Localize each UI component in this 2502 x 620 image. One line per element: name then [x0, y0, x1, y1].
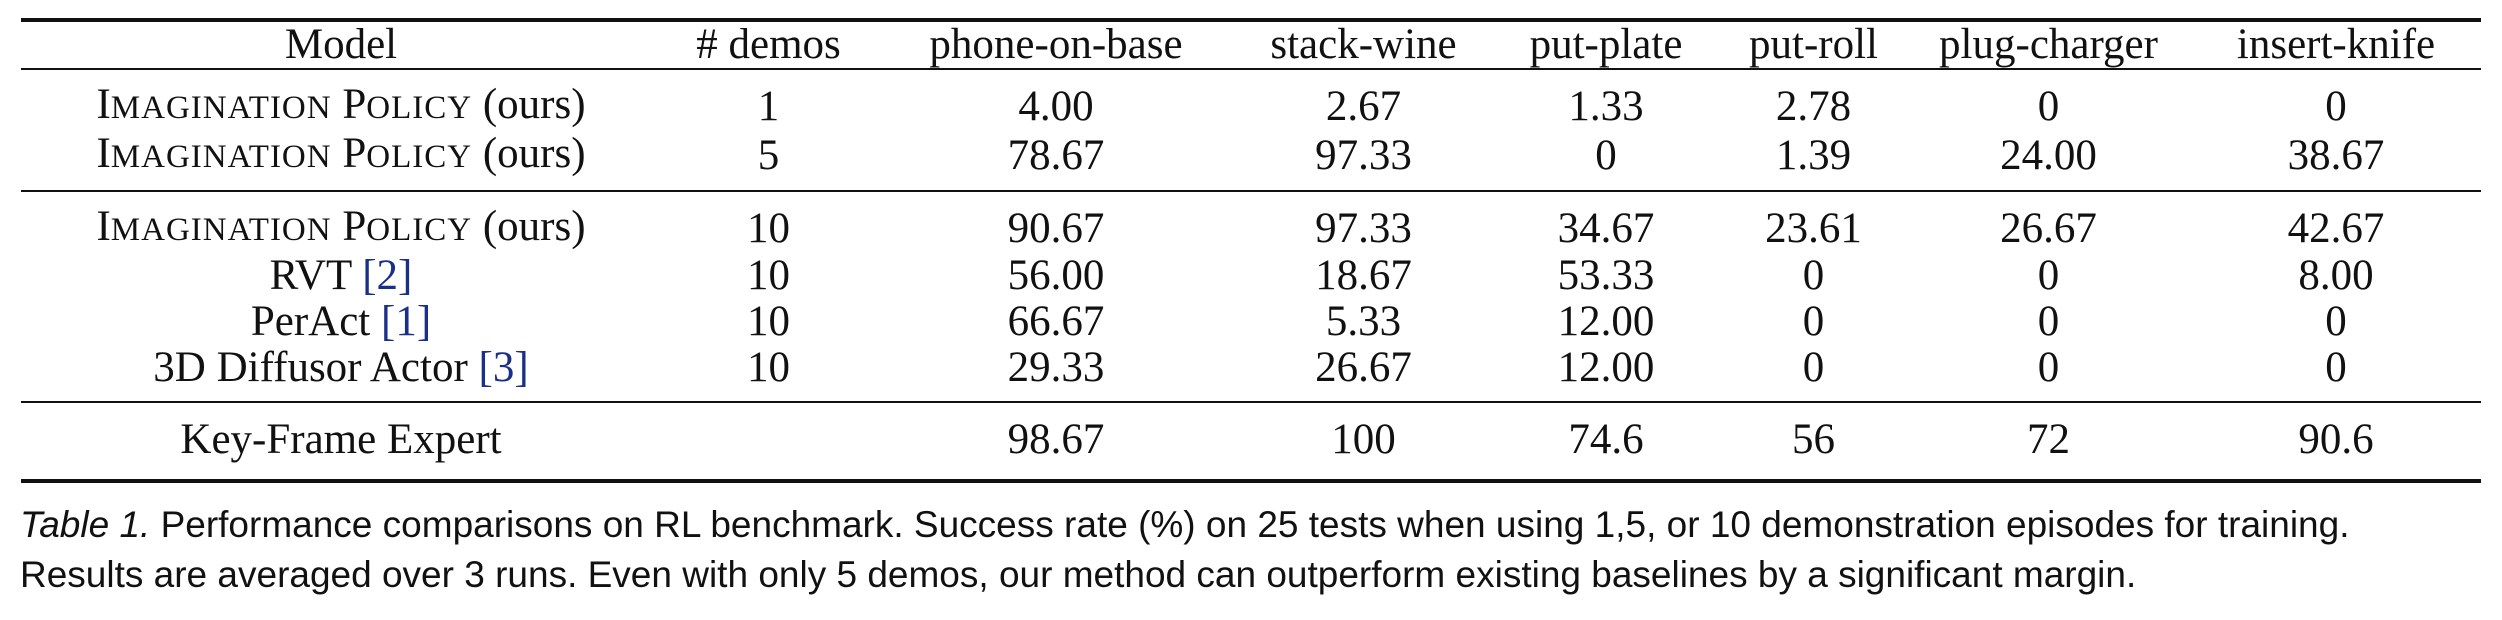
- value-cell: 0: [2037, 298, 2060, 345]
- header-put-plate: put-plate: [1491, 18, 1721, 69]
- table-row: 3D Diffusor Actor [3] 10 29.33 26.67 12.…: [21, 345, 2481, 402]
- value-cell: 98.67: [876, 401, 1236, 483]
- header-put-roll: put-roll: [1721, 18, 1906, 69]
- model-cell: 3D Diffusor Actor [3]: [153, 344, 529, 391]
- demos-cell: 1: [661, 68, 876, 131]
- value-cell: 8.00: [2298, 252, 2374, 299]
- header-model: Model: [21, 18, 661, 69]
- value-cell-best: 42.67: [2191, 190, 2481, 253]
- value-cell: 5.33: [1325, 298, 1402, 345]
- caption-label: Table 1.: [20, 504, 151, 545]
- value-cell: 12.00: [1557, 344, 1655, 391]
- demos-cell: 5: [757, 131, 780, 179]
- value-cell: 18.67: [1315, 252, 1412, 299]
- table-row: PerAct [1] 10 66.67 5.33 12.00 0 0 0: [21, 299, 2481, 345]
- value-cell: 24.00: [2000, 131, 2097, 179]
- value-cell: 0: [1802, 344, 1825, 391]
- value-cell-best: 23.61: [1721, 190, 1906, 253]
- value-cell: 0: [1906, 68, 2191, 131]
- value-cell: 0: [1595, 131, 1617, 179]
- value-cell: 90.6: [2191, 401, 2481, 483]
- value-cell: 1.33: [1491, 68, 1721, 131]
- header-stack-wine: stack-wine: [1236, 18, 1491, 69]
- value-cell: 74.6: [1491, 401, 1721, 483]
- results-table-container: Model # demos phone-on-base stack-wine p…: [0, 18, 2502, 483]
- caption-text: Performance comparisons on RL benchmark.…: [20, 504, 2350, 595]
- value-cell: 78.67: [1007, 131, 1105, 179]
- results-table: Model # demos phone-on-base stack-wine p…: [21, 18, 2481, 483]
- value-cell: 2.67: [1236, 68, 1491, 131]
- value-cell: 38.67: [2287, 131, 2385, 179]
- value-cell: 0: [2191, 68, 2481, 131]
- value-cell-best: 53.33: [1557, 252, 1655, 299]
- value-cell: 0: [2037, 252, 2060, 299]
- demos-cell: 10: [747, 298, 790, 345]
- value-cell: 56: [1721, 401, 1906, 483]
- value-cell: 0: [1802, 252, 1825, 299]
- table-row: IMAGINATION POLICY (ours) 10 90.67 97.33…: [21, 190, 2481, 253]
- value-cell: 56.00: [1007, 252, 1105, 299]
- citation-link[interactable]: [2]: [362, 252, 413, 299]
- value-cell: 2.78: [1721, 68, 1906, 131]
- header-insert-knife: insert-knife: [2191, 18, 2481, 69]
- demos-cell: [661, 401, 876, 483]
- table-row: RVT [2] 10 56.00 18.67 53.33 0 0 8.00: [21, 253, 2481, 299]
- model-cell: IMAGINATION POLICY (ours): [21, 190, 661, 253]
- demos-cell: 10: [747, 252, 790, 299]
- value-cell-best: 97.33: [1315, 131, 1412, 179]
- header-phone-on-base: phone-on-base: [876, 18, 1236, 69]
- header-demos: # demos: [661, 18, 876, 69]
- table-row: IMAGINATION POLICY (ours) 1 4.00 2.67 1.…: [21, 68, 2481, 131]
- model-cell: Key-Frame Expert: [21, 401, 661, 483]
- demos-cell: 10: [747, 344, 790, 391]
- value-cell: 0: [1802, 298, 1825, 345]
- citation-link[interactable]: [1]: [381, 298, 432, 345]
- value-cell-best: 97.33: [1236, 190, 1491, 253]
- table-row: Key-Frame Expert 98.67 100 74.6 56 72 90…: [21, 401, 2481, 483]
- value-cell-best: 90.67: [876, 190, 1236, 253]
- value-cell: 12.00: [1557, 298, 1655, 345]
- value-cell: 100: [1236, 401, 1491, 483]
- value-cell: 0: [2037, 344, 2060, 391]
- table-row: IMAGINATION POLICY (ours) 5 78.67 97.33 …: [21, 131, 2481, 191]
- header-plug-charger: plug-charger: [1906, 18, 2191, 69]
- value-cell: 0: [2325, 344, 2347, 391]
- value-cell: 72: [1906, 401, 2191, 483]
- value-cell: 34.67: [1491, 190, 1721, 253]
- value-cell: 66.67: [1007, 298, 1105, 345]
- value-cell: 29.33: [1007, 344, 1105, 391]
- value-cell-best: 26.67: [1906, 190, 2191, 253]
- model-cell: IMAGINATION POLICY (ours): [21, 68, 661, 131]
- value-cell: 0: [2325, 298, 2347, 345]
- value-cell: 4.00: [876, 68, 1236, 131]
- value-cell: 26.67: [1315, 344, 1412, 391]
- value-cell: 1.39: [1775, 131, 1852, 179]
- demos-cell: 10: [661, 190, 876, 253]
- model-cell: PerAct [1]: [250, 298, 432, 345]
- table-caption: Table 1. Performance comparisons on RL b…: [20, 500, 2482, 600]
- model-cell: RVT [2]: [269, 252, 413, 299]
- citation-link[interactable]: [3]: [478, 344, 529, 391]
- model-cell: IMAGINATION POLICY (ours): [96, 130, 586, 177]
- header-row: Model # demos phone-on-base stack-wine p…: [21, 18, 2481, 69]
